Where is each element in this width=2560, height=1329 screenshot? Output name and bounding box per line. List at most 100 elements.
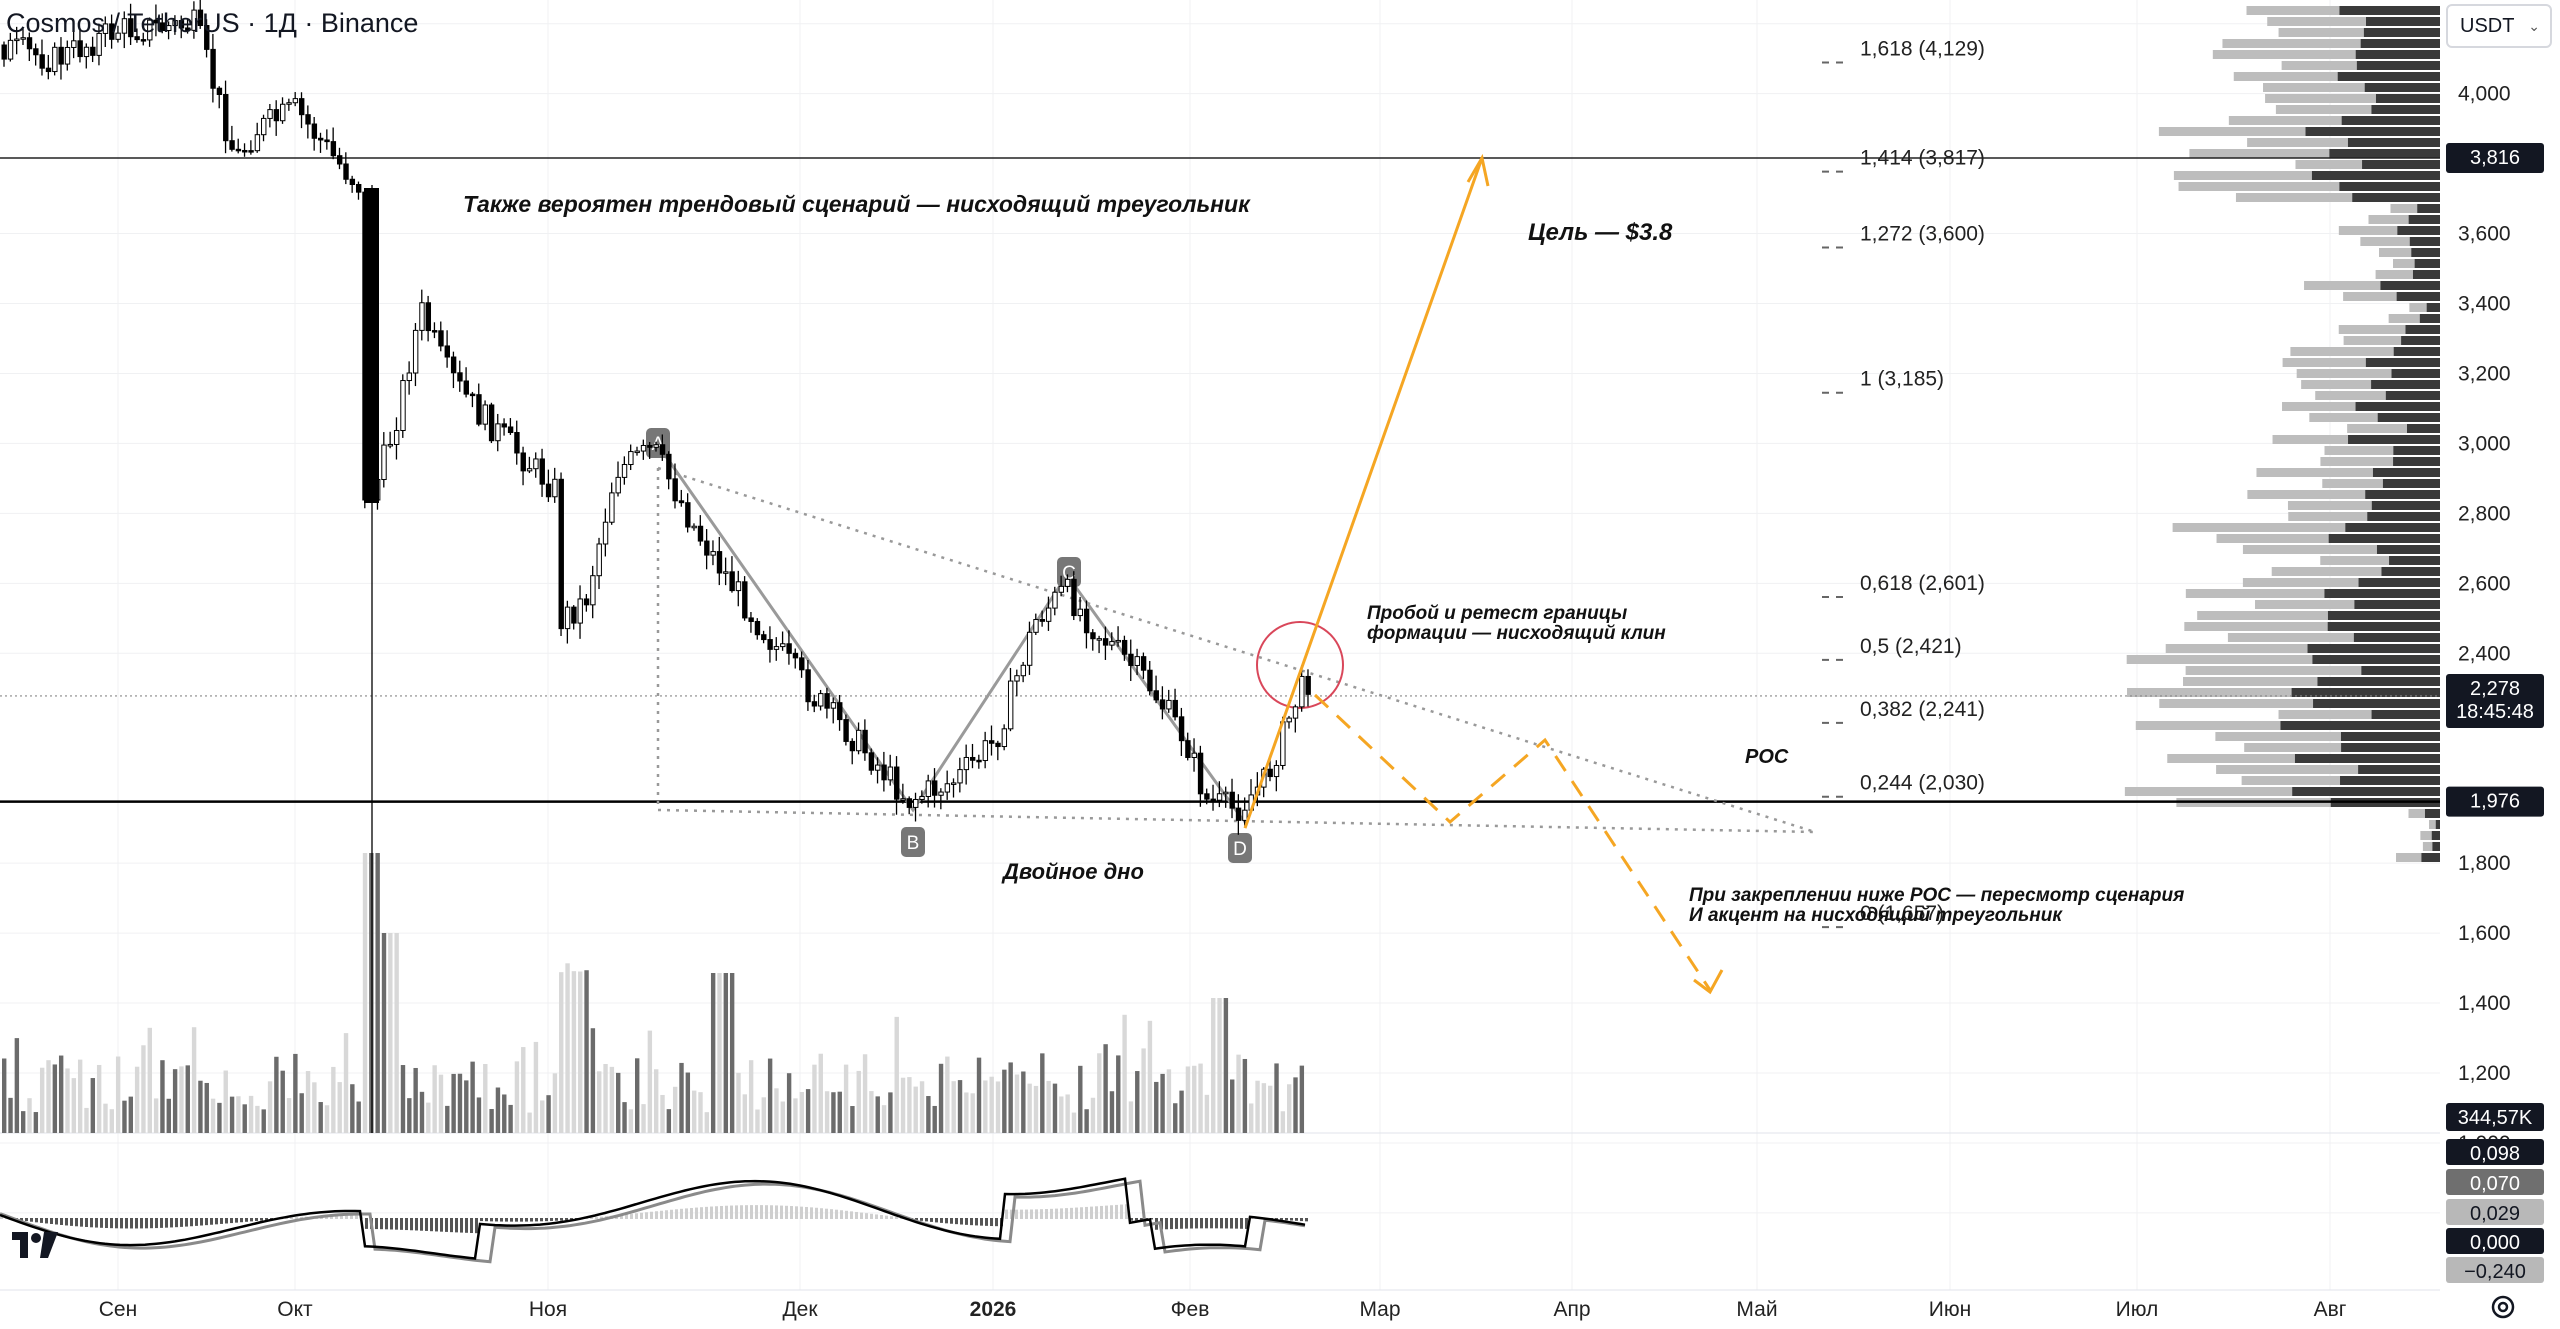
volume-bar (318, 1102, 323, 1133)
vprofile-bar-light (2173, 171, 2312, 180)
vprofile-bar-dark (2348, 435, 2440, 444)
vprofile-bar-light (2360, 237, 2410, 246)
vprofile-bar-light (2390, 204, 2418, 213)
candle-body (621, 464, 628, 478)
volume-bar (641, 1104, 646, 1133)
volume-bar (609, 1066, 615, 1133)
macd-histogram-bar (130, 1218, 133, 1229)
macd-histogram-bar (620, 1214, 623, 1219)
vprofile-bar-dark (2365, 17, 2440, 26)
volume-bar (166, 1098, 171, 1133)
macd-histogram-bar (570, 1218, 573, 1220)
candle-body (476, 394, 482, 425)
macd-histogram-bar (1220, 1218, 1223, 1229)
volume-bar (312, 1082, 317, 1133)
symbol-title[interactable]: Cosmos / TetherUS · 1Д · Binance (6, 8, 419, 38)
volume-bar (1268, 1085, 1273, 1133)
vprofile-bar-light (2396, 853, 2422, 862)
poc-price-badge-bg (2446, 786, 2544, 817)
price-axis[interactable]: 4,4004,2004,0003,6003,4003,2003,0002,800… (2444, 0, 2560, 1290)
candle-body (1096, 638, 1102, 641)
volume-bar (71, 1078, 77, 1133)
vprofile-bar-dark (2339, 182, 2440, 191)
volume-bar (995, 1081, 1001, 1133)
candle-body (134, 36, 140, 41)
volume-bar (1033, 1085, 1039, 1133)
vprofile-bar-light (2301, 380, 2372, 389)
candle-body (640, 444, 647, 452)
candle-body (248, 150, 254, 153)
candle-body (843, 719, 849, 742)
volume-bar (1008, 1062, 1013, 1133)
time-tick-label: Окт (277, 1298, 313, 1321)
candle-body (995, 742, 1001, 748)
candle-body (311, 123, 318, 139)
macd-histogram-bar (405, 1218, 408, 1231)
candle-body (488, 404, 495, 442)
candle-body (786, 643, 792, 654)
volume-bar (261, 1109, 266, 1133)
candle-body (438, 330, 444, 347)
macd-histogram-bar (380, 1218, 383, 1230)
candle-body (988, 740, 995, 744)
macd-histogram-bar (60, 1218, 63, 1225)
volume-bar (293, 1053, 298, 1133)
macd-histogram-bar (1285, 1218, 1288, 1221)
tradingview-logo-icon[interactable] (10, 1230, 66, 1260)
macd-histogram-bar (1075, 1207, 1078, 1219)
time-tick-label: Ноя (529, 1298, 567, 1321)
volume-bar (1242, 1058, 1248, 1133)
osc-badge-4-bg (2446, 1228, 2544, 1254)
vprofile-bar-light (2126, 655, 2313, 664)
macd-histogram-bar (390, 1218, 393, 1230)
macd-histogram-bar (1105, 1205, 1108, 1219)
vprofile-bar-dark (2340, 776, 2440, 785)
gear-icon[interactable] (2488, 1292, 2518, 1322)
macd-histogram-bar (510, 1218, 513, 1222)
candle-body (305, 114, 311, 125)
macd-line (0, 1177, 1306, 1260)
volume-bar (913, 1086, 918, 1133)
macd-histogram-bar (495, 1218, 498, 1222)
volume-bar (147, 1027, 152, 1133)
vprofile-bar-dark (2411, 248, 2440, 257)
candle-body (704, 540, 710, 556)
macd-histogram-bar (990, 1218, 993, 1227)
macd-histogram-bar (705, 1206, 708, 1219)
vprofile-bar-dark (2393, 446, 2440, 455)
fib-level-label: 0,618 (2,601) (1860, 572, 1985, 595)
candle-body (976, 759, 982, 763)
annotations: Также вероятен трендовый сценарий — нисх… (463, 191, 2184, 926)
macd-histogram-bar (1055, 1208, 1058, 1219)
bullish-arrowhead-icon (1466, 153, 1490, 187)
candle-body (754, 620, 761, 636)
currency-selector[interactable]: USDT ⌄ (2446, 4, 2552, 48)
candle-body (1267, 768, 1273, 778)
macd-histogram-bar (20, 1218, 23, 1221)
macd-histogram-bar (375, 1218, 378, 1230)
macd-histogram-bar (535, 1218, 538, 1222)
vprofile-bar-light (2241, 776, 2341, 785)
macd-histogram-bar (1300, 1218, 1303, 1222)
time-axis[interactable]: Сен Окт Ноя Дек 2026 Фев Мар Апр Май Июн Июл Авг (99, 1298, 2347, 1321)
candle-body (210, 48, 216, 89)
candle-body (919, 795, 925, 800)
candle-body (90, 46, 96, 56)
volume-bar (1204, 1094, 1210, 1133)
candle-body (393, 430, 400, 445)
vprofile-bar-light (2288, 512, 2368, 521)
macd-histogram-bar (530, 1218, 533, 1222)
poc-label: POC (1745, 746, 1789, 768)
volume-bar (1236, 1054, 1241, 1133)
candle-body (273, 109, 280, 122)
macd-histogram-bar (145, 1218, 148, 1229)
volume-bar (964, 1092, 969, 1133)
candle-body (457, 372, 463, 382)
volume-bar (1286, 1084, 1292, 1133)
vprofile-bar-light (2183, 677, 2318, 686)
macd-histogram-bar (1165, 1218, 1168, 1230)
candle-body (1242, 809, 1248, 821)
vprofile-bar-light (2233, 72, 2338, 81)
volume-bar (356, 1101, 361, 1133)
